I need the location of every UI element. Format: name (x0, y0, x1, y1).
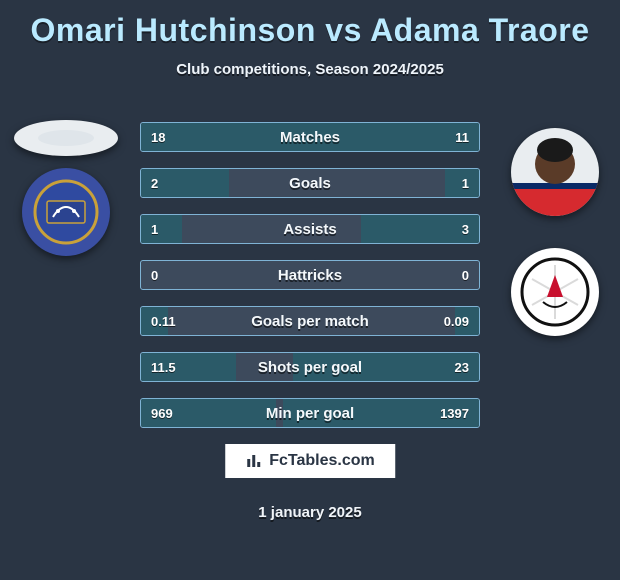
logo-text: FcTables.com (269, 452, 375, 470)
stat-label: Hattricks (141, 267, 479, 284)
stat-bars: 18 Matches 11 2 Goals 1 1 Assists 3 0 Ha… (140, 122, 480, 444)
player-left-column (8, 120, 123, 256)
stat-row: 1 Assists 3 (140, 214, 480, 244)
footer-date: 1 january 2025 (0, 504, 620, 521)
fctables-logo: FcTables.com (223, 442, 397, 480)
stat-row: 0.11 Goals per match 0.09 (140, 306, 480, 336)
player-right-crest (511, 248, 599, 336)
stat-label: Matches (141, 129, 479, 146)
stat-label: Goals per match (141, 313, 479, 330)
stat-row: 2 Goals 1 (140, 168, 480, 198)
stat-right-value: 0.09 (444, 314, 469, 329)
stat-right-value: 11 (455, 130, 469, 145)
stat-label: Goals (141, 175, 479, 192)
stat-right-value: 3 (462, 222, 469, 237)
player-left-crest (22, 168, 110, 256)
stat-label: Shots per goal (141, 359, 479, 376)
player-left-avatar (14, 120, 118, 156)
page-subtitle: Club competitions, Season 2024/2025 (0, 61, 620, 78)
stat-label: Min per goal (141, 405, 479, 422)
stat-right-value: 1 (462, 176, 469, 191)
stat-row: 0 Hattricks 0 (140, 260, 480, 290)
player-right-avatar (511, 128, 599, 216)
stat-right-value: 0 (462, 268, 469, 283)
stat-row: 11.5 Shots per goal 23 (140, 352, 480, 382)
stat-right-value: 23 (455, 360, 469, 375)
player-right-column (497, 128, 612, 336)
page-title: Omari Hutchinson vs Adama Traore (0, 0, 620, 49)
stat-right-value: 1397 (440, 406, 469, 421)
bars-icon (245, 452, 263, 470)
stat-row: 969 Min per goal 1397 (140, 398, 480, 428)
stat-label: Assists (141, 221, 479, 238)
stat-row: 18 Matches 11 (140, 122, 480, 152)
